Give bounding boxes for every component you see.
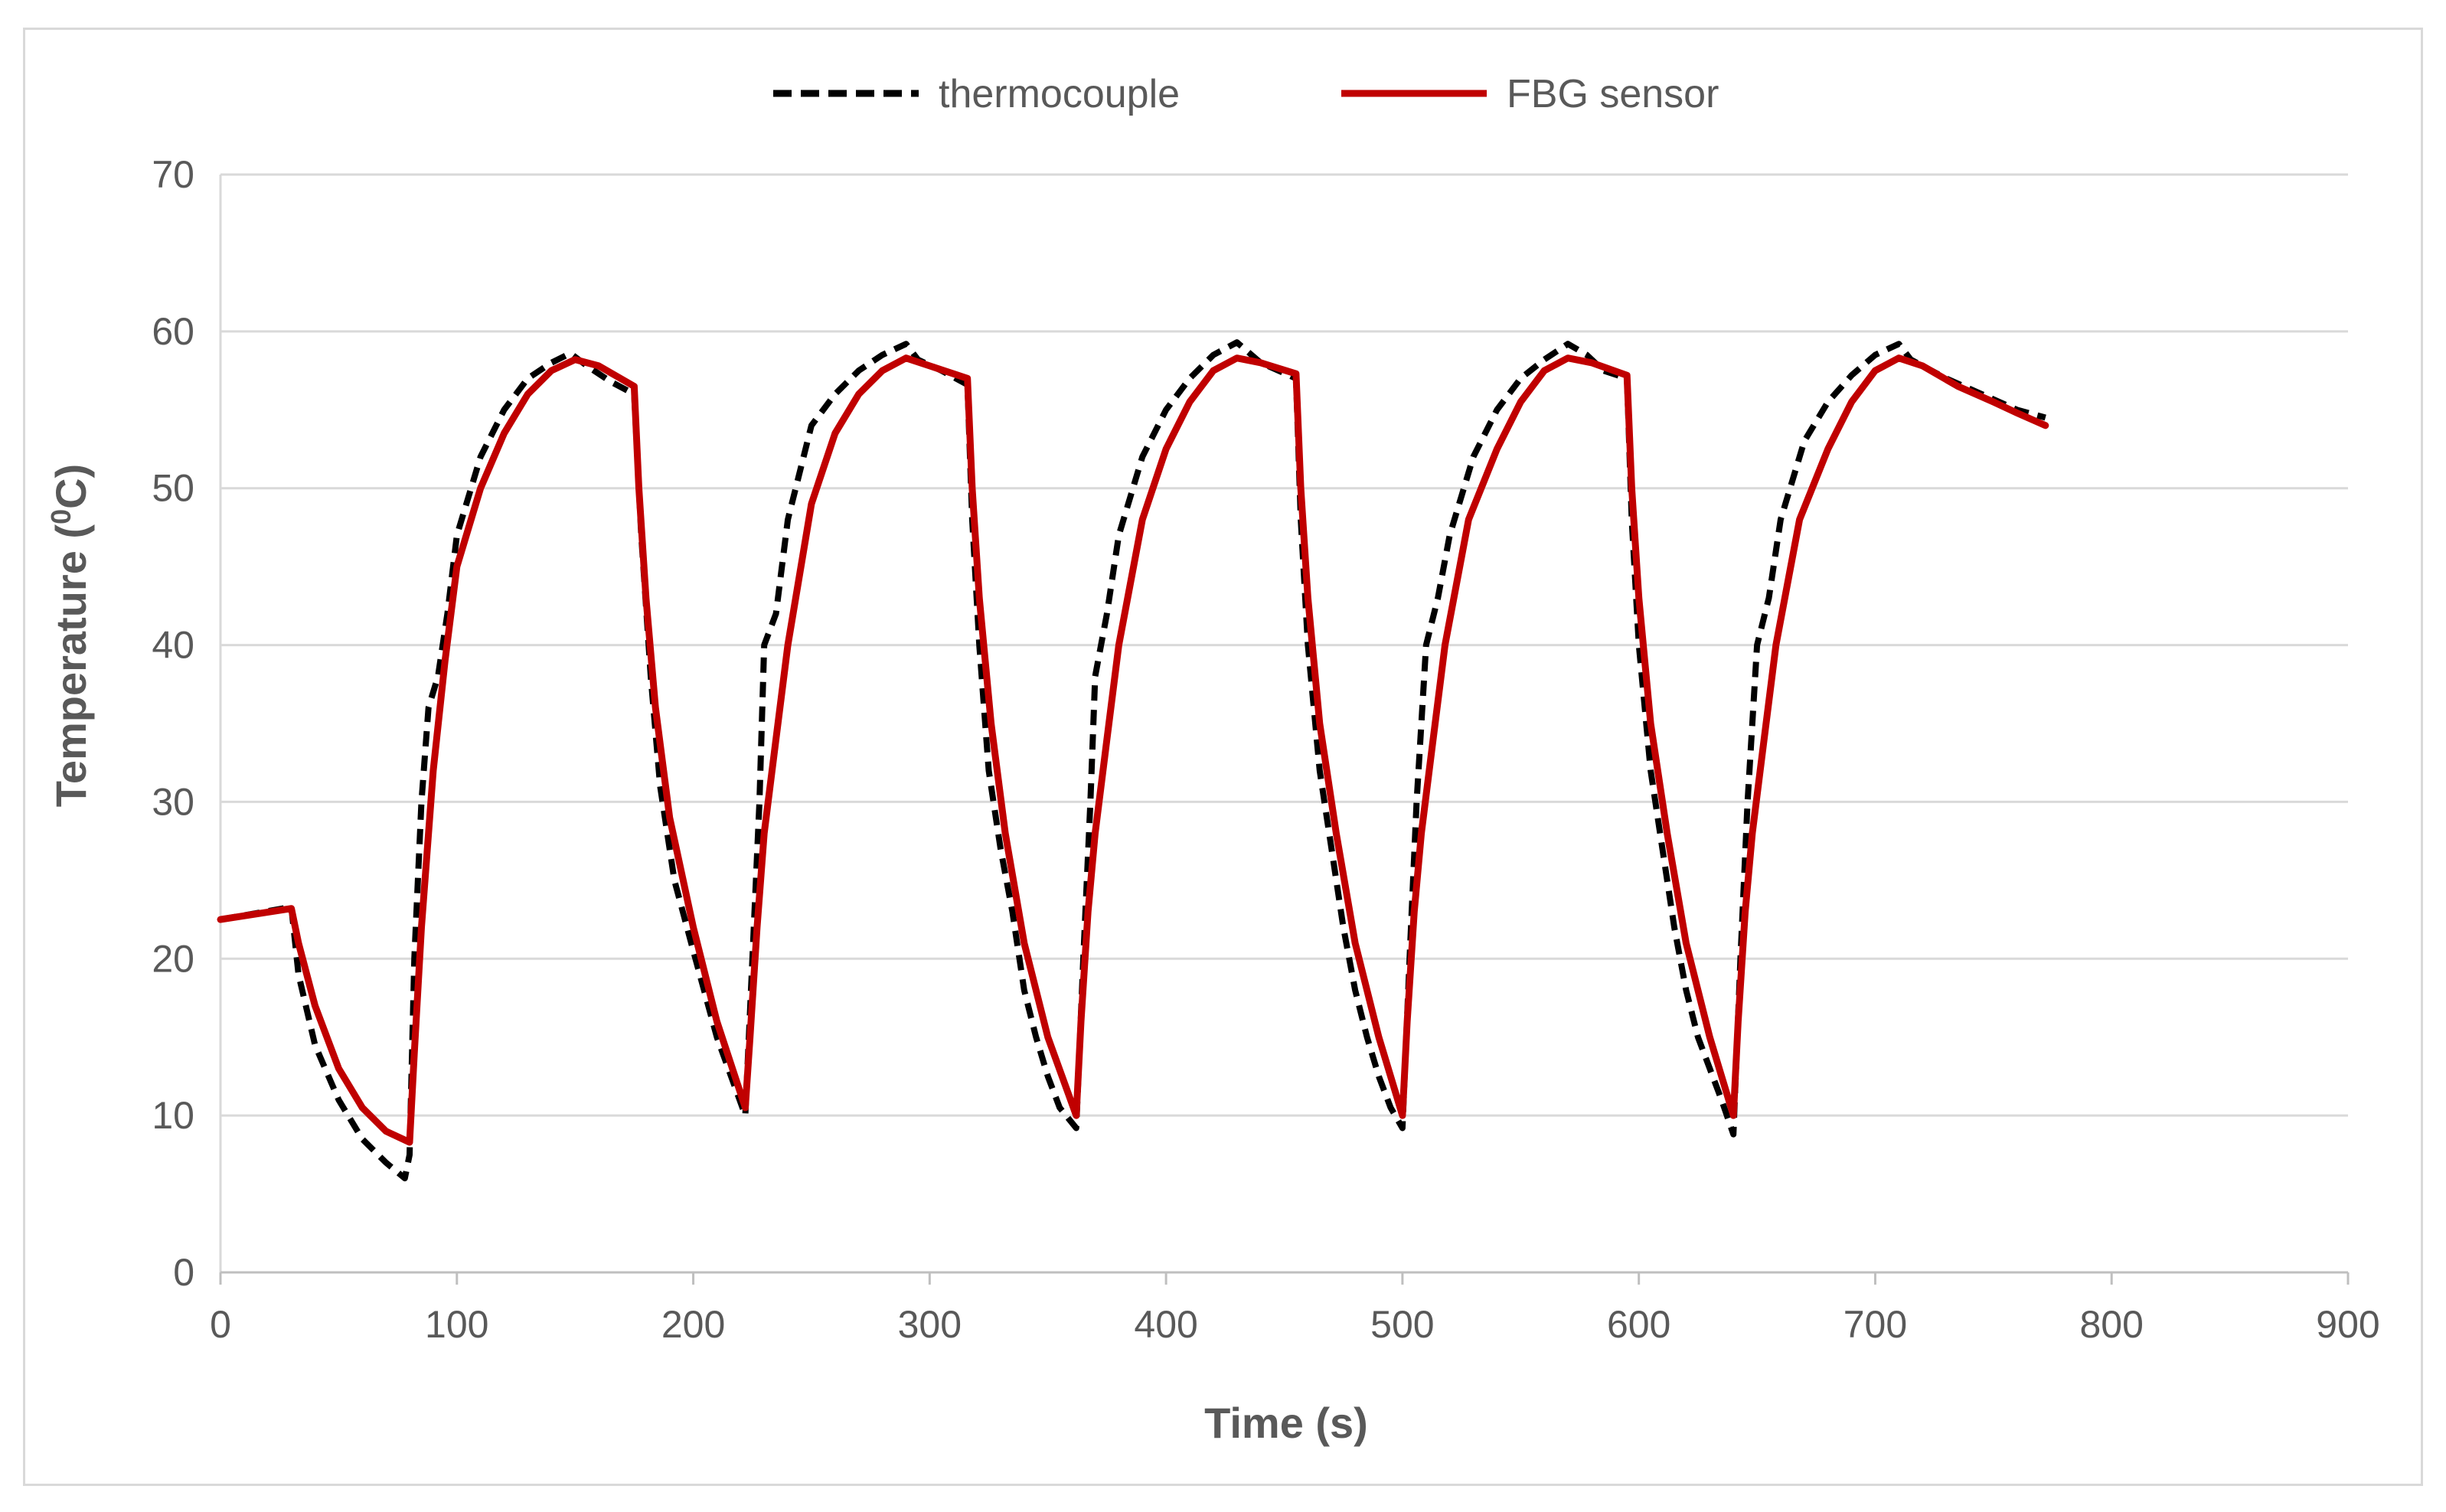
series-line-thermocouple	[220, 339, 2046, 1182]
x-tick-label: 0	[210, 1303, 231, 1346]
y-tick-label: 60	[152, 310, 194, 353]
x-tick-label: 300	[898, 1303, 962, 1346]
y-axis-title: Temperature (0C)	[45, 464, 95, 807]
axes	[219, 175, 2350, 1285]
y-tick-label: 10	[152, 1094, 194, 1137]
x-tick-label: 700	[1843, 1303, 1907, 1346]
x-tick-label: 900	[2316, 1303, 2379, 1346]
y-axis-title-superscript: 0	[45, 509, 77, 524]
y-axis-title-end: C)	[47, 464, 95, 509]
x-tick-label: 400	[1134, 1303, 1197, 1346]
x-tick-label: 100	[425, 1303, 488, 1346]
gridlines	[220, 173, 2348, 1117]
series-line-fbg-sensor	[217, 354, 2049, 1146]
y-tick-label: 30	[152, 780, 194, 823]
y-tick-labels: 0 10 20 30 40 50 60 70	[152, 153, 194, 1294]
y-tick-label: 40	[152, 624, 194, 667]
x-tick-label: 500	[1370, 1303, 1434, 1346]
x-tick-label: 800	[2080, 1303, 2144, 1346]
legend: thermocouple FBG sensor	[773, 72, 1719, 116]
y-tick-label: 20	[152, 937, 194, 980]
series-lines	[217, 339, 2049, 1182]
y-tick-label: 50	[152, 467, 194, 510]
y-tick-label: 0	[173, 1251, 194, 1294]
y-tick-label: 70	[152, 153, 194, 196]
x-tick-labels: 0 100 200 300 400 500 600 700 800 900	[210, 1303, 2380, 1346]
x-tick-label: 600	[1607, 1303, 1670, 1346]
legend-label-thermocouple: thermocouple	[939, 72, 1180, 116]
x-axis-title: Time (s)	[1204, 1399, 1368, 1447]
y-axis-title-main: Temperature (	[47, 524, 95, 808]
legend-label-fbg-sensor: FBG sensor	[1507, 72, 1719, 116]
x-tick-label: 200	[661, 1303, 725, 1346]
